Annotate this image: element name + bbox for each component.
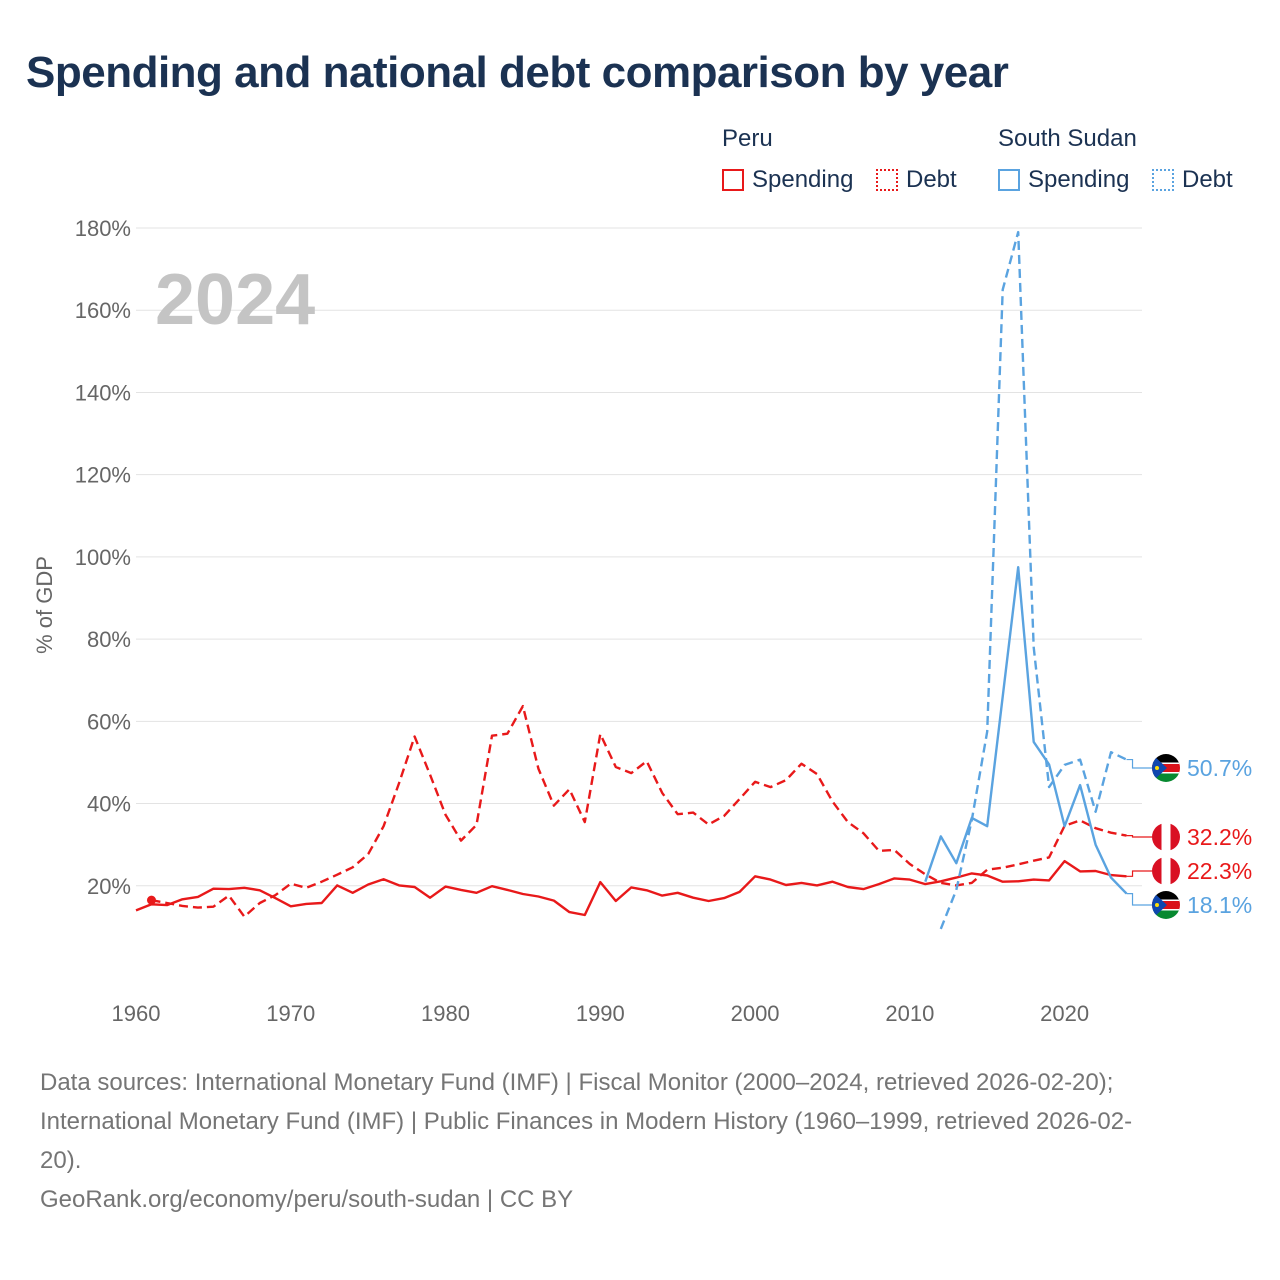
y-tick-label: 160% (75, 298, 131, 323)
y-tick-label: 180% (75, 216, 131, 241)
peru-flag-icon (1152, 823, 1180, 851)
year-watermark: 2024 (155, 260, 315, 340)
line-chart: 2024 % of GDP 20% 40% 60% 80% 100% 120% 140% 16… (32, 216, 1252, 1026)
footer-sources-line-2: International Monetary Fund (IMF) | Publ… (40, 1108, 1133, 1135)
end-label-connector (1126, 870, 1152, 877)
legend-label: Spending (752, 166, 854, 193)
legend-south-sudan-title: South Sudan (998, 125, 1137, 152)
end-labels: 22.3% 32.2% 18.1% 50.7% (1126, 754, 1252, 919)
chart-title: Spending and national debt comparison by… (26, 48, 1009, 97)
south-sudan-flag-icon (1152, 891, 1180, 919)
end-value-label: 18.1% (1187, 892, 1252, 918)
footer-attribution-link[interactable]: GeoRank.org/economy/peru/south-sudan | C… (40, 1186, 574, 1213)
y-tick-label: 100% (75, 545, 131, 570)
legend-item-peru-spending[interactable]: Spending (722, 166, 853, 194)
series (135, 230, 1128, 930)
legend-label: Debt (1182, 166, 1233, 193)
peru-spending-line[interactable] (135, 859, 1127, 917)
y-tick-label: 140% (75, 380, 131, 405)
x-tick-label: 2000 (731, 1001, 780, 1026)
legend-swatch-solid-red (722, 169, 744, 191)
y-tick-label: 120% (75, 463, 131, 488)
x-tick-label: 2020 (1040, 1001, 1089, 1026)
peru-debt-start-point (146, 895, 156, 905)
y-tick-label: 60% (87, 709, 131, 734)
x-tick-label: 1990 (576, 1001, 625, 1026)
end-value-label: 32.2% (1187, 824, 1252, 850)
peru-debt-line[interactable] (151, 704, 1127, 918)
y-tick-label: 20% (87, 874, 131, 899)
legend-item-south-sudan-debt[interactable]: Debt (1152, 166, 1233, 194)
legend-item-peru-debt[interactable]: Debt (876, 166, 957, 194)
x-tick-label: 1960 (112, 1001, 161, 1026)
y-tick-label: 40% (87, 792, 131, 817)
peru-flag-icon (1152, 857, 1180, 885)
legend-label: Spending (1028, 166, 1130, 193)
end-label-connector (1126, 835, 1152, 838)
legend-item-south-sudan-spending[interactable]: Spending (998, 166, 1129, 194)
legend-swatch-dotted-blue (1152, 169, 1174, 191)
grid (136, 227, 1142, 887)
footer-sources-line-3: 20). (40, 1147, 82, 1174)
end-value-label: 22.3% (1187, 858, 1252, 884)
south-sudan-spending-line[interactable] (924, 566, 1128, 895)
legend-swatch-solid-blue (998, 169, 1020, 191)
end-value-label: 50.7% (1187, 755, 1252, 781)
footer-sources-line-1: Data sources: International Monetary Fun… (40, 1069, 1114, 1096)
axes: 20% 40% 60% 80% 100% 120% 140% 160% 180% 1960 1970… (75, 216, 1089, 1026)
south-sudan-flag-icon (1152, 754, 1180, 782)
legend-label: Debt (906, 166, 957, 193)
x-tick-label: 2010 (885, 1001, 934, 1026)
end-label-connector (1126, 892, 1152, 906)
x-tick-label: 1980 (421, 1001, 470, 1026)
y-axis-label: % of GDP (32, 556, 57, 654)
end-label-connector (1126, 758, 1152, 769)
legend-swatch-dotted-red (876, 169, 898, 191)
legend-peru-title: Peru (722, 125, 773, 152)
x-tick-label: 1970 (266, 1001, 315, 1026)
south-sudan-debt-line[interactable] (939, 230, 1128, 930)
y-tick-label: 80% (87, 627, 131, 652)
